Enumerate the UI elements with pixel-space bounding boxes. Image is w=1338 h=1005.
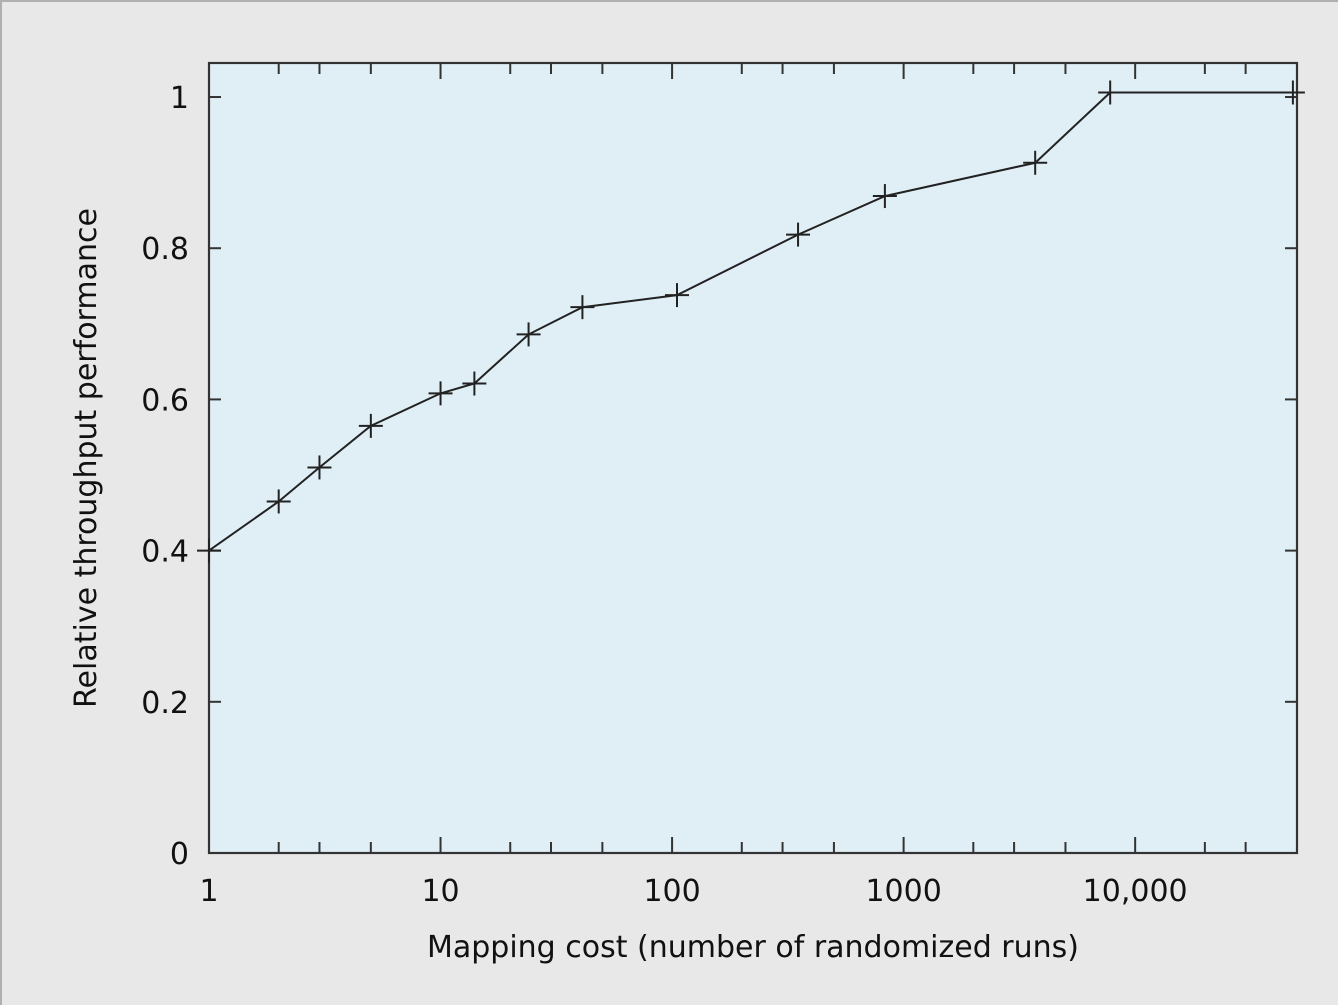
data-point [1023, 150, 1048, 175]
y-axis-title: Relative throughput performance [69, 208, 104, 708]
data-point [307, 455, 332, 480]
data-point [516, 322, 541, 347]
x-axis-title: Mapping cost (number of randomized runs) [427, 930, 1079, 965]
y-tick-label: 0.8 [141, 232, 189, 267]
y-tick-label: 0 [170, 837, 189, 872]
y-tick-labels: 0 0.2 0.4 0.6 0.8 1 [141, 81, 189, 872]
data-point [358, 413, 383, 438]
x-tick-label: 1000 [865, 874, 941, 909]
y-tick-label: 0.2 [141, 686, 189, 721]
data-point [872, 184, 897, 209]
data-point [664, 283, 689, 308]
data-point [570, 295, 595, 320]
x-tick-labels: 1 10 100 1000 10,000 [199, 874, 1187, 909]
y-tick-label: 0.6 [141, 383, 189, 418]
series-line [208, 91, 1293, 552]
plot-area [207, 61, 1299, 855]
data-point [1280, 80, 1305, 105]
x-tick-label: 100 [643, 874, 700, 909]
y-tick-label: 1 [170, 81, 189, 116]
x-tick-label: 10,000 [1083, 874, 1188, 909]
data-point [1098, 80, 1123, 105]
data-point [197, 538, 221, 563]
y-tick-label: 0.4 [141, 535, 189, 570]
data-point [266, 489, 291, 514]
x-tick-label: 1 [199, 874, 218, 909]
x-tick-label: 10 [421, 874, 459, 909]
data-point [428, 381, 453, 406]
data-point [786, 222, 811, 247]
data-point [462, 371, 487, 396]
data-point-markers [197, 80, 1305, 563]
